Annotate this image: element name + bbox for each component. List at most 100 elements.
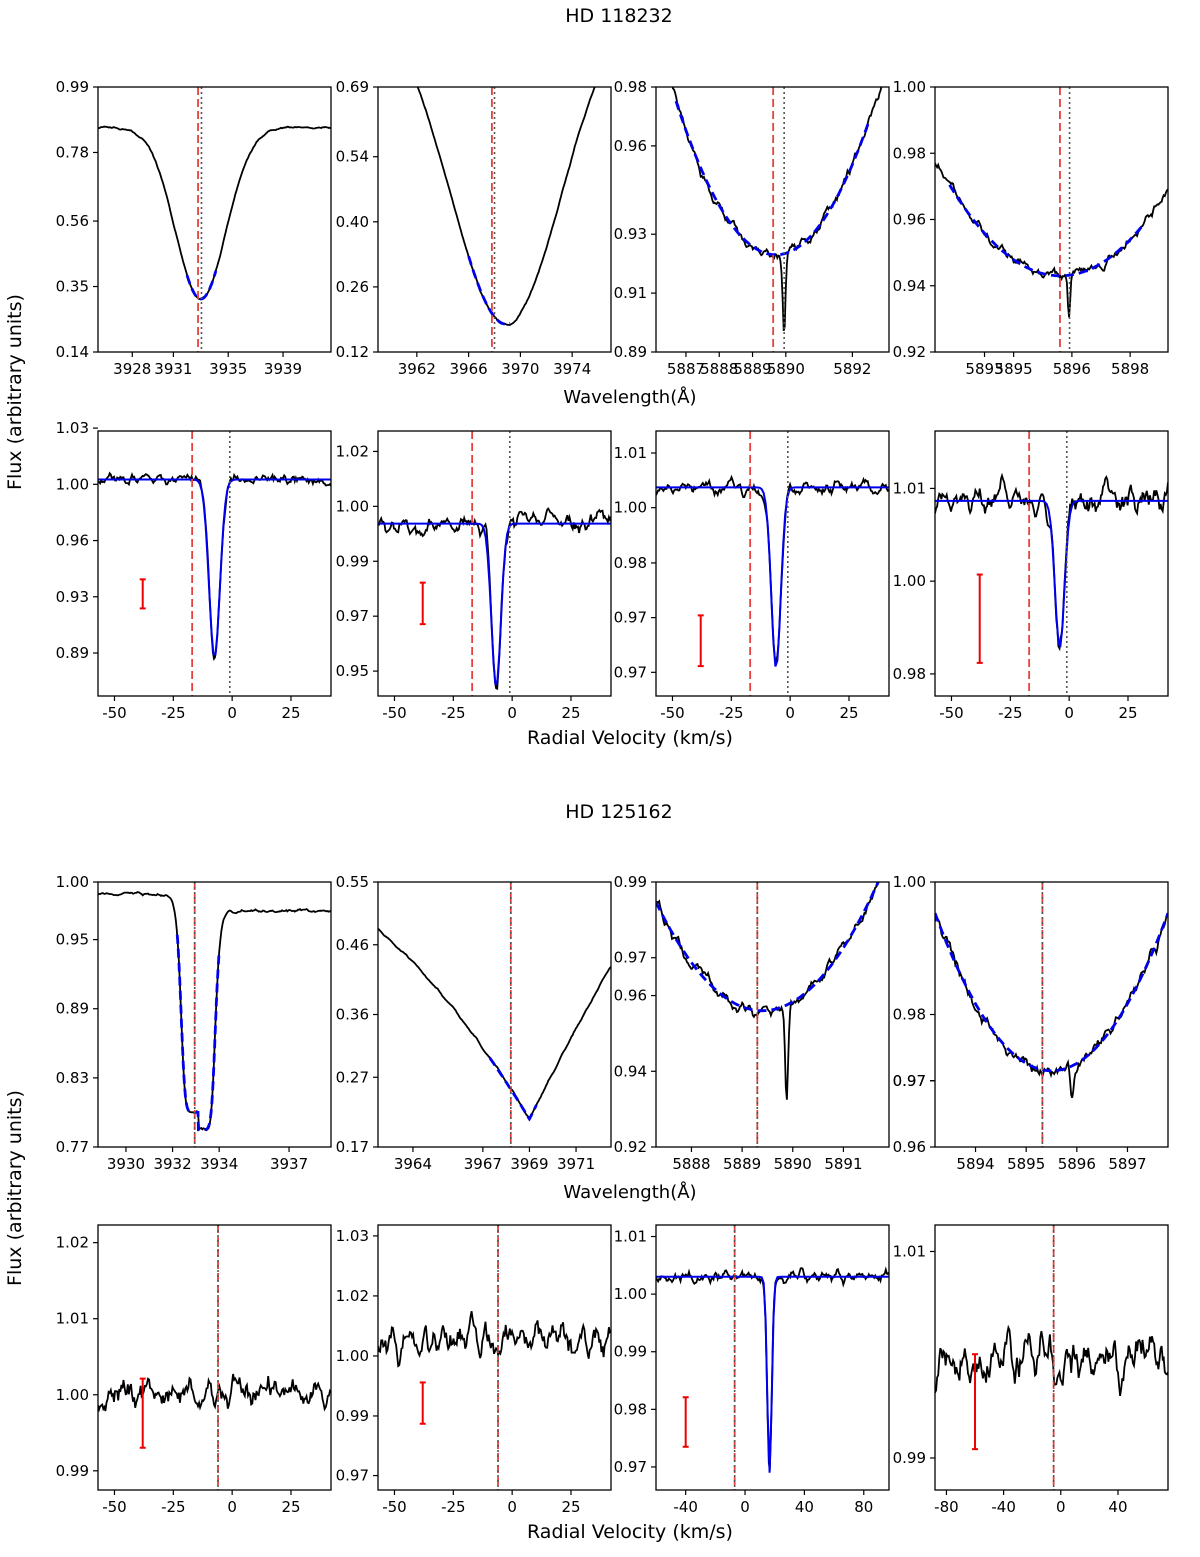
y-tick-label: 0.97 [893,1072,926,1090]
x-tick-label: 80 [854,1498,873,1516]
y-tick-label: 0.89 [56,1000,89,1018]
x-tick-label: 3930 [107,1155,145,1173]
fit-line [656,1275,889,1473]
axes-frame [655,1224,890,1491]
y-tick-label: 0.99 [56,1462,89,1480]
x-tick-label: -50 [102,1498,127,1516]
y-tick-label: 0.83 [56,1069,89,1087]
axes-frame [934,881,1169,1148]
y-tick-label: 1.03 [336,1227,369,1245]
error-bar [419,1381,426,1425]
plot-area [671,87,883,352]
x-tick-label: 25 [1118,704,1137,722]
y-tick-label: 0.78 [56,143,89,161]
y-tick-label: 0.56 [56,212,89,230]
y-tick-label: 0.97 [614,609,647,627]
y-tick-label: 0.95 [336,662,369,680]
panel-HD118232-CaH-rv: -50 -25 0 25 0.95 0.97 0.99 1.00 1.02 [336,430,612,722]
x-tick-label: 5891 [824,1155,862,1173]
y-tick-label: 1.00 [893,78,926,96]
x-tick-label: 5888 [672,1155,710,1173]
y-tick-label: 0.94 [614,1062,647,1080]
y-tick-label: 1.01 [893,1243,926,1261]
axes-frame [377,1224,612,1491]
y-tick-label: 0.97 [614,663,647,681]
axes-frame [655,430,890,697]
spectrum-line [378,507,611,691]
y-tick-label: 0.14 [56,343,89,361]
y-tick-label: 0.98 [893,1006,926,1024]
y-tick-label: 1.02 [336,1287,369,1305]
panel-HD118232-NaD1-rv: -50 -25 0 25 0.98 1.00 1.01 [893,430,1169,722]
plot-area [98,87,331,352]
y-tick-label: 0.99 [893,1449,926,1467]
y-tick-label: 0.35 [56,278,89,296]
x-tick-label: 40 [795,1498,814,1516]
y-tick-label: 0.40 [336,213,369,231]
y-tick-label: 1.00 [56,873,89,891]
plot-area [935,882,1168,1147]
fit-line [948,184,1143,278]
x-tick-label: 25 [281,1498,300,1516]
y-tick-label: 0.97 [614,949,647,967]
x-tick-label: 0 [1056,1498,1066,1516]
y-tick-label: 0.93 [56,588,89,606]
panel-HD125162-CaH-wavelength: 3964 3967 3969 3971 0.17 0.27 0.36 0.46 0.55 [336,873,612,1173]
y-tick-label: 0.97 [614,1458,647,1476]
x-tick-label: 40 [1108,1498,1127,1516]
x-tick-label: 0 [507,1498,517,1516]
x-tick-label: 3928 [113,360,151,378]
y-tick-label: 0.96 [893,1138,926,1156]
y-tick-label: 0.98 [893,665,926,683]
error-bar [976,573,983,664]
y-tick-label: 1.03 [56,419,89,437]
y-tick-label: 0.46 [336,936,369,954]
error-bar [139,578,146,610]
error-bar [682,1396,689,1448]
y-tick-label: 1.02 [336,442,369,460]
plot-area [656,1225,889,1490]
axes-frame [934,86,1169,353]
y-tick-label: 0.99 [336,552,369,570]
plot-area [935,87,1168,352]
y-tick-label: 1.00 [893,572,926,590]
panel-HD118232-CaK-wavelength: 3928 3931 3935 3939 0.14 0.35 0.56 0.78 0.99 [56,78,332,378]
fit-line [656,882,880,1013]
y-tick-label: 0.96 [614,137,647,155]
spectrum-line [935,162,1168,318]
x-tick-label: 3932 [153,1155,191,1173]
y-tick-label: 0.97 [336,607,369,625]
flux-ylabel-2: Flux (arbitrary units) [4,1090,26,1286]
axes-frame [655,881,890,1148]
error-bar [972,1353,979,1451]
spectrum-line [935,1324,1168,1397]
wavelength-xlabel-1: Wavelength(Å) [563,386,696,408]
fit-line [488,1057,538,1122]
x-tick-label: 5894 [956,1155,994,1173]
fit-line [674,100,871,257]
spectrum-line [378,1311,611,1368]
y-tick-label: 0.96 [614,987,647,1005]
y-tick-label: 0.93 [614,225,647,243]
panel-HD118232-NaD2-rv: -50 -25 0 25 0.97 0.97 0.98 1.00 1.01 [614,430,890,722]
spectrum-line [98,1373,331,1413]
y-tick-label: 1.01 [893,479,926,497]
x-tick-label: -80 [934,1498,959,1516]
y-tick-label: 0.36 [336,1006,369,1024]
y-tick-label: 0.77 [56,1138,89,1156]
spectrum-line [98,891,331,1132]
x-tick-label: 5890 [767,360,805,378]
x-tick-label: 25 [561,1498,580,1516]
plot-area [98,882,331,1147]
y-tick-label: 1.00 [336,1347,369,1365]
x-tick-label: 5897 [1108,1155,1146,1173]
x-tick-label: 3974 [553,360,591,378]
x-tick-label: -50 [102,704,127,722]
y-tick-label: 0.95 [56,931,89,949]
y-tick-label: 0.17 [336,1138,369,1156]
x-tick-label: 25 [281,704,300,722]
y-tick-label: 0.54 [336,148,369,166]
y-tick-label: 0.89 [56,644,89,662]
